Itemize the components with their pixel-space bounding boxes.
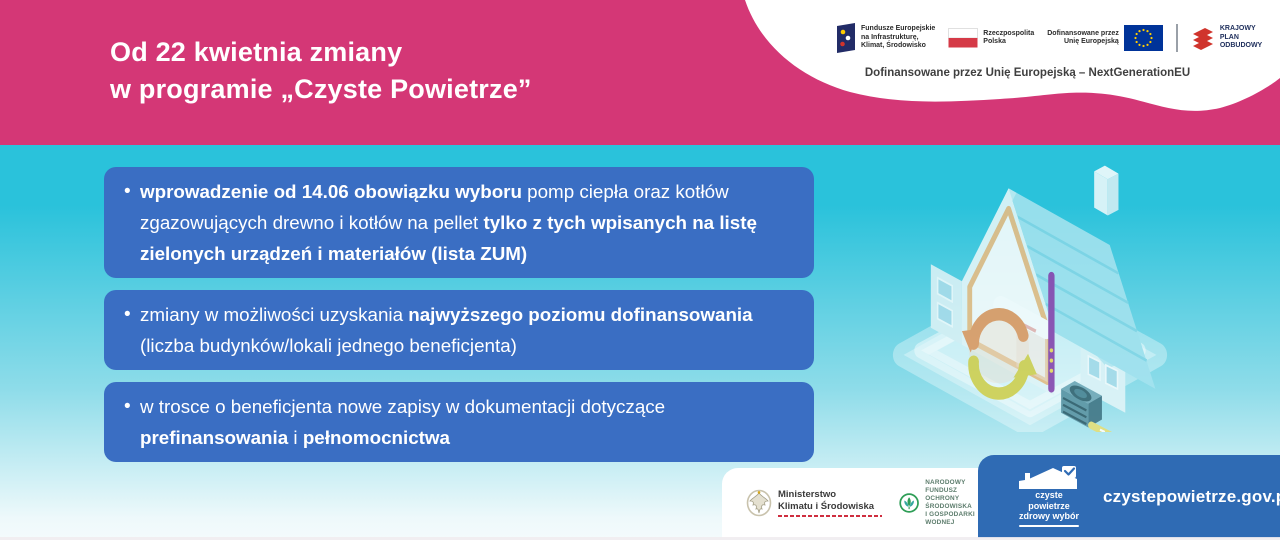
bullet-dot: • xyxy=(124,396,131,417)
logo-fundusze-europejskie: Fundusze Europejskie na Infrastrukturę, … xyxy=(836,23,935,53)
bottom-edge-strip xyxy=(0,537,1280,540)
fe-label-line2: na Infrastrukturę, xyxy=(861,33,919,41)
cp-logo-line2: zdrowy wybór xyxy=(1018,511,1079,521)
bullet-list: • wprowadzenie od 14.06 obowiązku wyboru… xyxy=(104,167,814,462)
fe-label-line3: Klimat, Środowisko xyxy=(861,42,926,50)
bullet-dot: • xyxy=(124,304,131,325)
title-line-2: w programie „Czyste Powietrze” xyxy=(110,74,532,104)
cp-logo-underline xyxy=(1019,524,1079,527)
kpo-label-line3: ODBUDOWY xyxy=(1219,42,1263,50)
ministry-red-underline xyxy=(778,515,882,517)
cp-logo-line1: czyste powietrze xyxy=(1028,490,1070,511)
bullet-text: zmiany w możliwości uzyskania najwyższeg… xyxy=(140,304,753,356)
logo-divider xyxy=(1175,24,1178,52)
bullet-dot: • xyxy=(124,181,131,202)
bullet-box-documentation: • w trosce o beneficjenta nowe zapisy w … xyxy=(104,382,814,462)
kpo-label: KRAJOWY PLAN ODBUDOWY xyxy=(1220,25,1262,51)
poland-label: Rzeczpospolita Polska xyxy=(983,30,1034,47)
kpo-label-line1: KRAJOWY xyxy=(1219,25,1256,33)
logo-eu-funding: Dofinansowane przez Unię Europejską xyxy=(1047,25,1163,51)
bullet-text: wprowadzenie od 14.06 obowiązku wyboru p… xyxy=(140,181,757,264)
ministry-label-line2: Klimatu i Środowiska xyxy=(778,500,875,512)
fe-flag-icon xyxy=(837,23,855,53)
poland-label-line1: Rzeczpospolita xyxy=(983,29,1035,37)
footer-institutions-card: Ministerstwo Klimatu i Środowiska NARODO… xyxy=(722,468,985,538)
title-line-1: Od 22 kwietnia zmiany xyxy=(110,37,403,67)
czyste-powietrze-logo: czyste powietrze zdrowy wybór xyxy=(1018,466,1080,527)
logo-bar: Fundusze Europejskie na Infrastrukturę, … xyxy=(836,19,1262,57)
nfosigw-label-line2: OCHRONY ŚRODOWISKA xyxy=(925,495,972,510)
ministry-label: Ministerstwo Klimatu i Środowiska xyxy=(778,489,882,517)
nfosigw-label-line1: NARODOWY FUNDUSZ xyxy=(925,479,966,494)
bullet-box-funding-level: • zmiany w możliwości uzyskania najwyższ… xyxy=(104,290,814,370)
bullet-text: w trosce o beneficjenta nowe zapisy w do… xyxy=(140,396,666,448)
poland-flag-icon xyxy=(948,28,979,48)
bullet-box-zum-list: • wprowadzenie od 14.06 obowiązku wyboru… xyxy=(104,167,814,278)
footer-program-card: czyste powietrze zdrowy wybór czystepowi… xyxy=(978,455,1280,538)
ministry-eagle-icon xyxy=(746,489,772,517)
kpo-label-line2: PLAN xyxy=(1219,33,1239,41)
nfosigw-icon xyxy=(899,493,919,513)
ministry-logo-block: Ministerstwo Klimatu i Środowiska xyxy=(746,489,882,517)
roof-check-icon xyxy=(1019,466,1077,489)
nfosigw-label-line3: I GOSPODARKI WODNEJ xyxy=(925,511,975,526)
fe-label-line1: Fundusze Europejskie xyxy=(861,25,936,33)
eu-flag-icon xyxy=(1123,25,1163,51)
website-link[interactable]: czystepowietrze.gov.pl xyxy=(1103,486,1280,506)
logo-rzeczpospolita-polska: Rzeczpospolita Polska xyxy=(948,28,1034,48)
ministry-label-line1: Ministerstwo xyxy=(778,489,837,500)
poland-label-line2: Polska xyxy=(983,38,1006,45)
house-illustration xyxy=(892,165,1168,432)
nfosigw-logo-block: NARODOWY FUNDUSZ OCHRONY ŚRODOWISKA I GO… xyxy=(899,479,985,527)
eu-label-line2: Unię Europejską xyxy=(1063,38,1119,45)
eu-label-line1: Dofinansowane przez xyxy=(1047,29,1119,37)
nfosigw-label: NARODOWY FUNDUSZ OCHRONY ŚRODOWISKA I GO… xyxy=(925,479,985,527)
eu-label: Dofinansowane przez Unię Europejską xyxy=(1047,30,1119,47)
page-title: Od 22 kwietnia zmiany w programie „Czyst… xyxy=(110,34,532,108)
fe-label: Fundusze Europejskie na Infrastrukturę, … xyxy=(861,25,935,51)
kpo-icon xyxy=(1192,27,1213,50)
logo-kpo: KRAJOWY PLAN ODBUDOWY xyxy=(1191,25,1262,52)
eu-funding-subtitle: Dofinansowane przez Unię Europejską – Ne… xyxy=(864,67,1191,79)
